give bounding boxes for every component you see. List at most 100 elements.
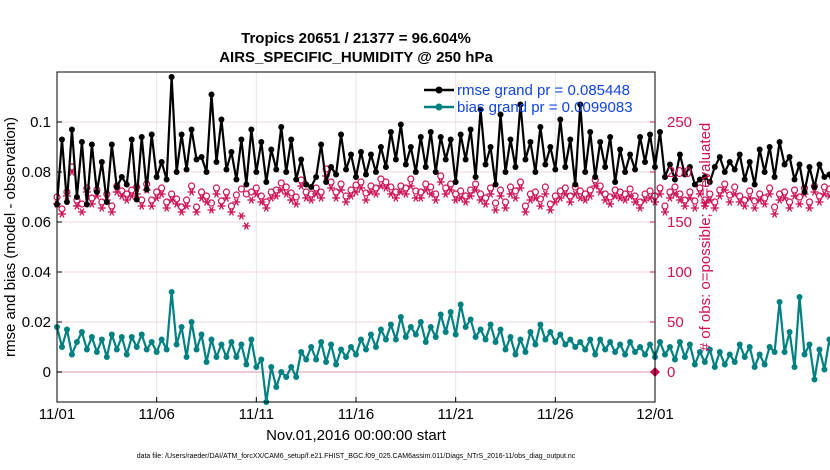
bias-point xyxy=(273,384,280,390)
obs-evaluated-point xyxy=(157,190,166,198)
bias-point xyxy=(517,336,524,343)
bias-point xyxy=(497,326,504,333)
obs-evaluated-point xyxy=(680,202,689,210)
obs-evaluated-point xyxy=(551,198,560,206)
obs-evaluated-point xyxy=(122,196,131,204)
obs-evaluated-point xyxy=(272,192,281,200)
bias-point xyxy=(318,339,325,345)
rmse-point xyxy=(118,174,125,180)
bias-point xyxy=(133,344,140,350)
rmse-point xyxy=(612,179,619,185)
obs-possible-point xyxy=(287,189,295,197)
bias-point xyxy=(572,344,579,350)
bias-point xyxy=(268,364,275,370)
bias-point xyxy=(113,346,120,353)
bias-point xyxy=(353,351,359,358)
rmse-point xyxy=(716,154,723,160)
bias-point xyxy=(188,319,195,325)
obs-evaluated-point xyxy=(685,194,694,202)
bias-point xyxy=(716,349,723,355)
legend-bias-label: bias grand pr = 0.0099083 xyxy=(457,99,633,116)
bias-line xyxy=(55,290,830,404)
rmse-point xyxy=(736,151,743,158)
bias-point xyxy=(552,339,559,345)
bias-point xyxy=(502,346,509,353)
obs-evaluated-point xyxy=(810,188,819,196)
rmse-point xyxy=(462,156,469,163)
y-tick-label: 0.06 xyxy=(22,214,51,231)
obs-possible-point xyxy=(606,193,614,201)
bias-point xyxy=(447,309,454,315)
obs-evaluated-point xyxy=(107,208,116,216)
rmse-point xyxy=(178,131,185,138)
x-tick-label: 12/01 xyxy=(636,406,674,423)
rmse-point xyxy=(258,139,265,145)
obs-evaluated-point xyxy=(446,186,455,194)
obs-possible-point xyxy=(88,194,96,202)
bias-point xyxy=(78,329,85,335)
bias-point xyxy=(587,336,594,343)
bias-point xyxy=(143,346,150,353)
rmse-point xyxy=(587,129,594,135)
obs-evaluated-point xyxy=(307,196,316,204)
obs-evaluated-point xyxy=(556,194,565,202)
bias-point xyxy=(183,354,190,360)
rmse-point xyxy=(467,126,474,133)
bias-point xyxy=(761,361,768,368)
y-tick-label: 0 xyxy=(43,364,51,381)
obs-evaluated-point xyxy=(57,210,66,218)
obs-possible-point xyxy=(168,190,176,198)
rmse-point xyxy=(582,169,589,175)
rmse-point xyxy=(103,199,110,205)
obs-possible-point xyxy=(476,190,485,198)
rmse-point xyxy=(158,159,165,165)
rmse-point xyxy=(691,181,698,188)
obs-evaluated-point xyxy=(536,202,545,210)
bias-point xyxy=(741,354,748,360)
obs-evaluated-point xyxy=(237,212,246,220)
rmse-point xyxy=(288,136,295,143)
obs-possible-point xyxy=(766,184,774,192)
obs-evaluated-point xyxy=(571,190,580,198)
rmse-point xyxy=(377,144,384,150)
obs-possible-point xyxy=(257,192,265,200)
rmse-point xyxy=(572,181,579,188)
bias-point xyxy=(248,336,255,343)
bias-point xyxy=(427,324,434,330)
bias-point xyxy=(442,329,449,335)
obs-evaluated-point xyxy=(352,188,360,196)
bias-point xyxy=(602,346,609,353)
rmse-point xyxy=(163,176,170,183)
bias-point xyxy=(632,349,639,355)
rmse-point xyxy=(472,174,479,180)
legend-rmse-marker xyxy=(435,86,443,94)
rmse-point xyxy=(791,176,798,183)
bias-point xyxy=(826,336,830,343)
obs-evaluated-point xyxy=(187,188,196,196)
y2-tick-label: 50 xyxy=(667,314,684,331)
obs-evaluated-point xyxy=(601,196,610,204)
bias-point xyxy=(218,341,225,348)
obs-evaluated-point xyxy=(112,188,121,196)
rmse-point xyxy=(562,164,569,170)
bias-point xyxy=(343,354,350,360)
obs-evaluated-point xyxy=(317,194,326,202)
bias-point xyxy=(128,334,135,340)
rmse-point xyxy=(761,169,768,175)
obs-evaluated-point xyxy=(277,186,286,194)
rmse-point xyxy=(203,169,210,175)
bias-point xyxy=(537,321,544,328)
obs-evaluated-point xyxy=(566,198,575,206)
obs-evaluated-point xyxy=(232,198,241,206)
bias-point xyxy=(402,334,409,340)
obs-evaluated-point xyxy=(546,206,555,214)
bias-point xyxy=(721,361,728,368)
obs-possible-point xyxy=(521,202,530,210)
obs-evaluated-point xyxy=(77,208,86,216)
obs-evaluated-point xyxy=(491,206,500,214)
rmse-point xyxy=(597,139,604,145)
obs-evaluated-point xyxy=(596,188,605,196)
obs-possible-point xyxy=(237,185,245,193)
obs-possible-point xyxy=(222,188,231,196)
obs-evaluated-point xyxy=(217,202,226,210)
